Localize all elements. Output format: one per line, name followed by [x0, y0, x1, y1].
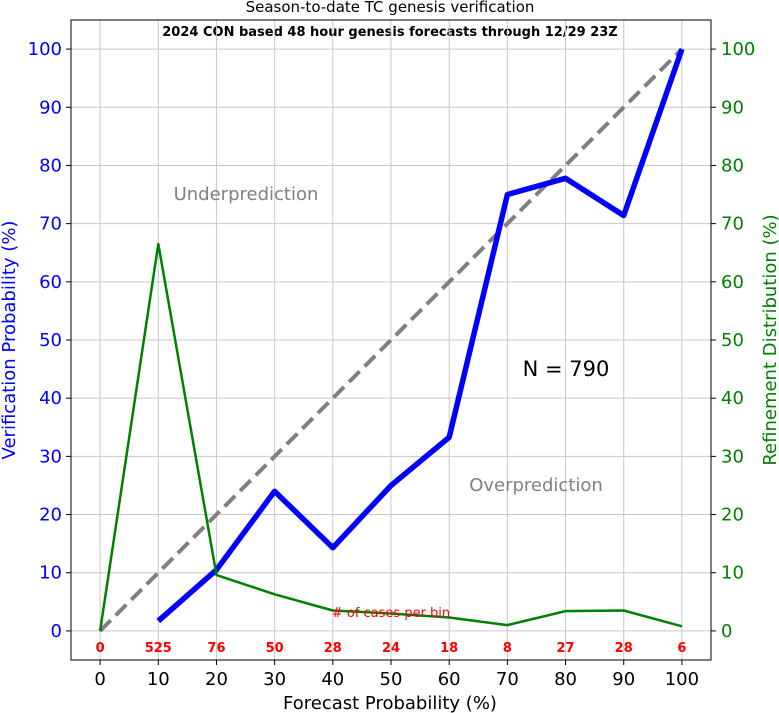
y-tick-label-70: 70: [39, 214, 62, 235]
y2-tick-label-30: 30: [721, 446, 744, 467]
y2-tick-label-50: 50: [721, 330, 744, 351]
x-tick-label-10: 10: [147, 669, 170, 690]
count-label-0: 0: [96, 641, 105, 656]
y-tick-label-20: 20: [39, 505, 62, 526]
y-tick-label-0: 0: [51, 621, 62, 642]
y2-tick-label-40: 40: [721, 388, 744, 409]
y-tick-label-80: 80: [39, 155, 62, 176]
series-verification-line: [156, 48, 685, 624]
x-tick-label-40: 40: [321, 669, 344, 690]
x-tick-label-30: 30: [263, 669, 286, 690]
y2-tick-label-20: 20: [721, 505, 744, 526]
x-tick-label-80: 80: [554, 669, 577, 690]
y2-tick-label-90: 90: [721, 97, 744, 118]
y2-tick-label-70: 70: [721, 214, 744, 235]
count-label-50: 24: [382, 641, 400, 656]
y2-tick-label-100: 100: [721, 39, 755, 60]
count-label-40: 28: [324, 641, 342, 656]
x-tick-label-20: 20: [205, 669, 228, 690]
x-tick-label-0: 0: [94, 669, 105, 690]
annotation-underprediction: Underprediction: [174, 184, 319, 205]
x-tick-label-90: 90: [612, 669, 635, 690]
count-label-100: 6: [677, 641, 686, 656]
grid: [71, 20, 711, 660]
y-tick-label-90: 90: [39, 97, 62, 118]
y-tick-label-30: 30: [39, 446, 62, 467]
data-lines: [98, 47, 685, 633]
x-tick-label-70: 70: [496, 669, 519, 690]
y2-tick-label-10: 10: [721, 563, 744, 584]
x-tick-label-50: 50: [380, 669, 403, 690]
chart-title: Season-to-date TC genesis verification: [246, 0, 535, 16]
x-tick-label-60: 60: [438, 669, 461, 690]
y-tick-label-60: 60: [39, 272, 62, 293]
series-refinement-line: [98, 242, 683, 632]
count-label-70: 8: [503, 641, 512, 656]
y-tick-label-10: 10: [39, 563, 62, 584]
count-label-20: 76: [207, 641, 225, 656]
count-label-30: 50: [266, 641, 284, 656]
x-tick-label-100: 100: [665, 669, 699, 690]
count-label-90: 28: [615, 641, 633, 656]
y2-tick-label-80: 80: [721, 155, 744, 176]
y2-tick-label-60: 60: [721, 272, 744, 293]
chart-subtitle: 2024 CON based 48 hour genesis forecasts…: [162, 25, 617, 40]
y-tick-label-100: 100: [28, 39, 62, 60]
x-axis-title: Forecast Probability (%): [283, 693, 497, 713]
count-label-60: 18: [440, 641, 458, 656]
counts-label: # of cases per bin: [332, 606, 450, 621]
y-tick-label-50: 50: [39, 330, 62, 351]
count-label-10: 525: [145, 641, 172, 656]
y2-tick-label-0: 0: [721, 621, 732, 642]
y-tick-label-40: 40: [39, 388, 62, 409]
y-axis-title: Verification Probability (%): [0, 221, 20, 460]
series-perfect-line: [98, 47, 684, 633]
annotation-n: N = 790: [523, 357, 610, 381]
annotation-overprediction: Overprediction: [469, 475, 603, 496]
y2-axis-title: Refinement Distribution (%): [760, 214, 779, 465]
count-label-80: 27: [556, 641, 574, 656]
